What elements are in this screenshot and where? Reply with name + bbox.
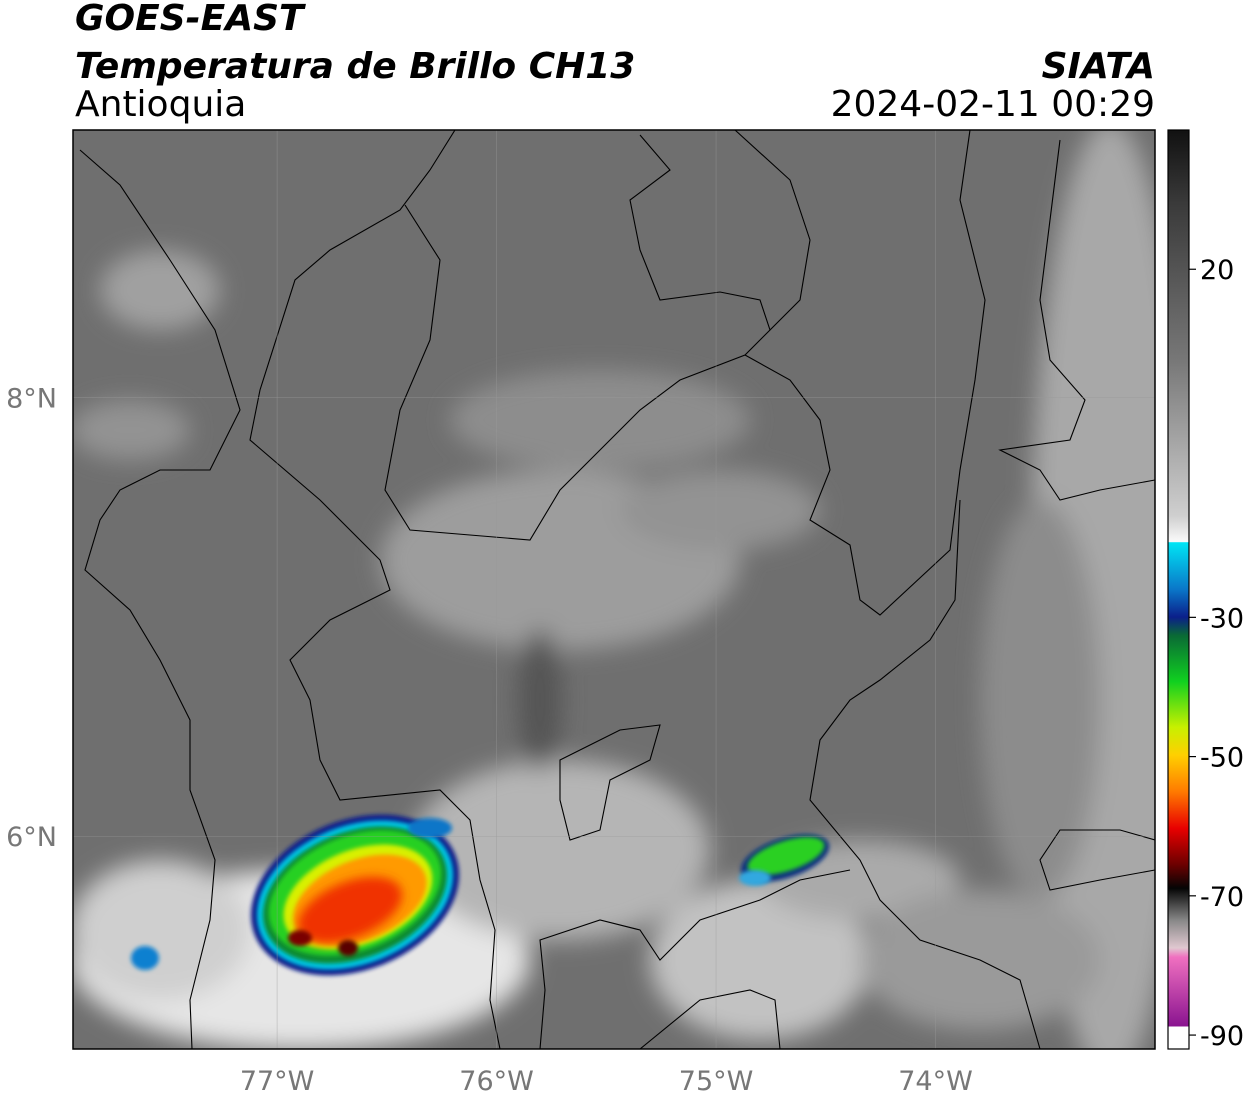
source: SIATA bbox=[1042, 46, 1155, 87]
colorbar bbox=[1167, 129, 1190, 1050]
storm-east bbox=[739, 834, 830, 886]
map-frame bbox=[72, 129, 1156, 1050]
colorbar-tick-label: -70 bbox=[1200, 882, 1244, 913]
lon-tick-label: 74°W bbox=[898, 1066, 973, 1097]
datetime: 2024-02-11 00:29 bbox=[831, 84, 1155, 125]
storm-west bbox=[131, 814, 460, 976]
colorbar-tick-label: -30 bbox=[1200, 603, 1244, 634]
borders bbox=[79, 130, 1155, 1049]
colorbar-tick-label: -50 bbox=[1200, 743, 1244, 774]
title: GOES-EAST bbox=[75, 0, 306, 39]
region: Antioquia bbox=[75, 84, 246, 125]
subtitle: Temperatura de Brillo CH13 bbox=[75, 46, 635, 87]
lat-tick-label: 8°N bbox=[6, 384, 57, 415]
lon-tick-label: 77°W bbox=[240, 1066, 315, 1097]
map-image bbox=[73, 130, 1155, 1049]
lon-tick-label: 75°W bbox=[679, 1066, 754, 1097]
grid bbox=[73, 130, 1155, 1049]
colorbar-tick-label: 20 bbox=[1200, 255, 1234, 286]
colorbar-tick-label: -90 bbox=[1200, 1021, 1244, 1052]
lat-tick-label: 6°N bbox=[6, 822, 57, 853]
lon-tick-label: 76°W bbox=[459, 1066, 534, 1097]
